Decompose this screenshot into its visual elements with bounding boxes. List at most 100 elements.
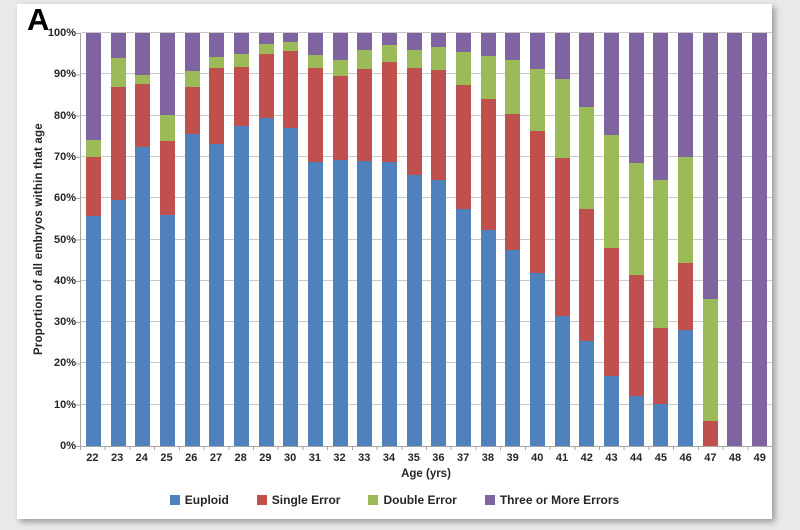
segment-euploid <box>233 126 249 446</box>
x-axis-tick-labels: 22 23 24 25 26 27 28 29 30 31 32 33 34 35 36 37 38 39 40 41… <box>80 452 772 466</box>
bar-age-29 <box>258 33 274 446</box>
legend-label: Double Error <box>383 493 457 507</box>
bar-slot-age-38 <box>476 33 501 446</box>
segment-three-or-more-errors <box>579 33 595 108</box>
segment-euploid <box>480 230 496 446</box>
segment-three-or-more-errors <box>406 33 422 50</box>
bar-age-36 <box>431 33 447 446</box>
bar-slot-age-44 <box>624 33 649 446</box>
gridline <box>81 114 772 116</box>
segment-double-error <box>603 135 619 248</box>
bar-slot-age-43 <box>599 33 624 446</box>
segment-three-or-more-errors <box>159 33 175 115</box>
bar-slot-age-31 <box>303 33 328 446</box>
bar-slot-age-36 <box>426 33 451 446</box>
legend-swatch-icon <box>169 495 180 505</box>
bar-age-32 <box>332 33 348 446</box>
segment-single-error <box>381 61 397 163</box>
bar-age-44 <box>628 33 644 446</box>
segment-single-error <box>258 53 274 118</box>
segment-three-or-more-errors <box>431 33 447 48</box>
x-tick-label-43: 43 <box>605 452 618 464</box>
x-tick-label-38: 38 <box>481 452 494 464</box>
segment-euploid <box>505 250 521 446</box>
segment-single-error <box>431 70 447 181</box>
x-tick-label-48: 48 <box>728 452 742 464</box>
bar-slot-age-45 <box>648 33 673 446</box>
segment-three-or-more-errors <box>283 33 299 43</box>
y-tick-label: 50% <box>53 233 76 246</box>
segment-double-error <box>554 78 570 158</box>
segment-single-error <box>529 130 545 273</box>
segment-three-or-more-errors <box>653 33 669 181</box>
bar-age-35 <box>406 33 422 446</box>
x-tick-label-34: 34 <box>382 452 396 464</box>
segment-single-error <box>307 68 323 162</box>
segment-euploid <box>579 341 595 446</box>
segment-euploid <box>677 330 693 446</box>
bar-age-22 <box>85 33 101 446</box>
y-tick-label: 40% <box>53 274 76 287</box>
segment-single-error <box>406 67 422 176</box>
segment-three-or-more-errors <box>184 33 200 72</box>
bar-age-27 <box>209 33 225 446</box>
bar-age-31 <box>307 33 323 446</box>
segment-single-error <box>505 113 521 251</box>
x-tick-label-24: 24 <box>135 452 148 464</box>
segment-three-or-more-errors <box>554 33 570 79</box>
bar-slot-age-28 <box>229 33 254 446</box>
segment-double-error <box>579 107 595 209</box>
x-tick-label-41: 41 <box>555 452 569 464</box>
segment-double-error <box>332 59 348 76</box>
x-tick-label-23: 23 <box>110 452 124 464</box>
segment-single-error <box>184 86 200 135</box>
x-tick-label-26: 26 <box>185 452 198 464</box>
segment-three-or-more-errors <box>110 33 126 58</box>
x-tick-label-40: 40 <box>531 452 544 464</box>
bar-age-38 <box>480 33 496 446</box>
bar-slot-age-46 <box>673 33 698 446</box>
legend-item-single-error: Single Error <box>256 493 340 507</box>
segment-euploid <box>209 143 225 446</box>
segment-euploid <box>110 200 126 446</box>
segment-three-or-more-errors <box>455 33 471 52</box>
segment-double-error <box>209 56 225 69</box>
segment-double-error <box>258 44 274 54</box>
bar-age-41 <box>554 33 570 446</box>
x-tick-label-22: 22 <box>86 452 99 464</box>
segment-euploid <box>159 215 175 446</box>
figure-panel: A Proportion of all embryos within that … <box>17 2 772 519</box>
gridline <box>81 279 772 281</box>
segment-three-or-more-errors <box>357 33 373 51</box>
legend-swatch-icon <box>368 495 379 505</box>
segment-double-error <box>529 69 545 131</box>
bar-slot-age-42 <box>574 33 599 446</box>
y-tick-label: 60% <box>53 192 76 205</box>
y-tick-label: 20% <box>53 357 76 370</box>
segment-double-error <box>135 75 151 84</box>
segment-double-error <box>455 51 471 85</box>
bars-row <box>81 33 772 446</box>
bar-age-48 <box>727 33 743 446</box>
bar-slot-age-26 <box>180 33 205 446</box>
bar-slot-age-34 <box>377 33 402 446</box>
bar-slot-age-37 <box>451 33 476 446</box>
bar-slot-age-24 <box>130 33 155 446</box>
segment-single-error <box>554 157 570 316</box>
segment-double-error <box>233 53 249 67</box>
segment-three-or-more-errors <box>677 33 693 157</box>
segment-three-or-more-errors <box>332 33 348 60</box>
x-tick-label-49: 49 <box>753 452 766 464</box>
segment-euploid <box>283 127 299 446</box>
segment-single-error <box>628 274 644 397</box>
segment-euploid <box>357 161 373 446</box>
y-axis-tick-labels: 0% 10% 20% 30% 40% 50% 60% 70% 80% 90% 100% <box>34 27 78 452</box>
segment-single-error <box>110 86 126 201</box>
segment-double-error <box>480 55 496 100</box>
bar-slot-age-23 <box>106 33 131 446</box>
segment-euploid <box>431 180 447 446</box>
segment-double-error <box>406 49 422 68</box>
segment-three-or-more-errors <box>85 33 101 141</box>
y-tick-label: 70% <box>53 150 76 163</box>
bar-age-45 <box>653 33 669 446</box>
